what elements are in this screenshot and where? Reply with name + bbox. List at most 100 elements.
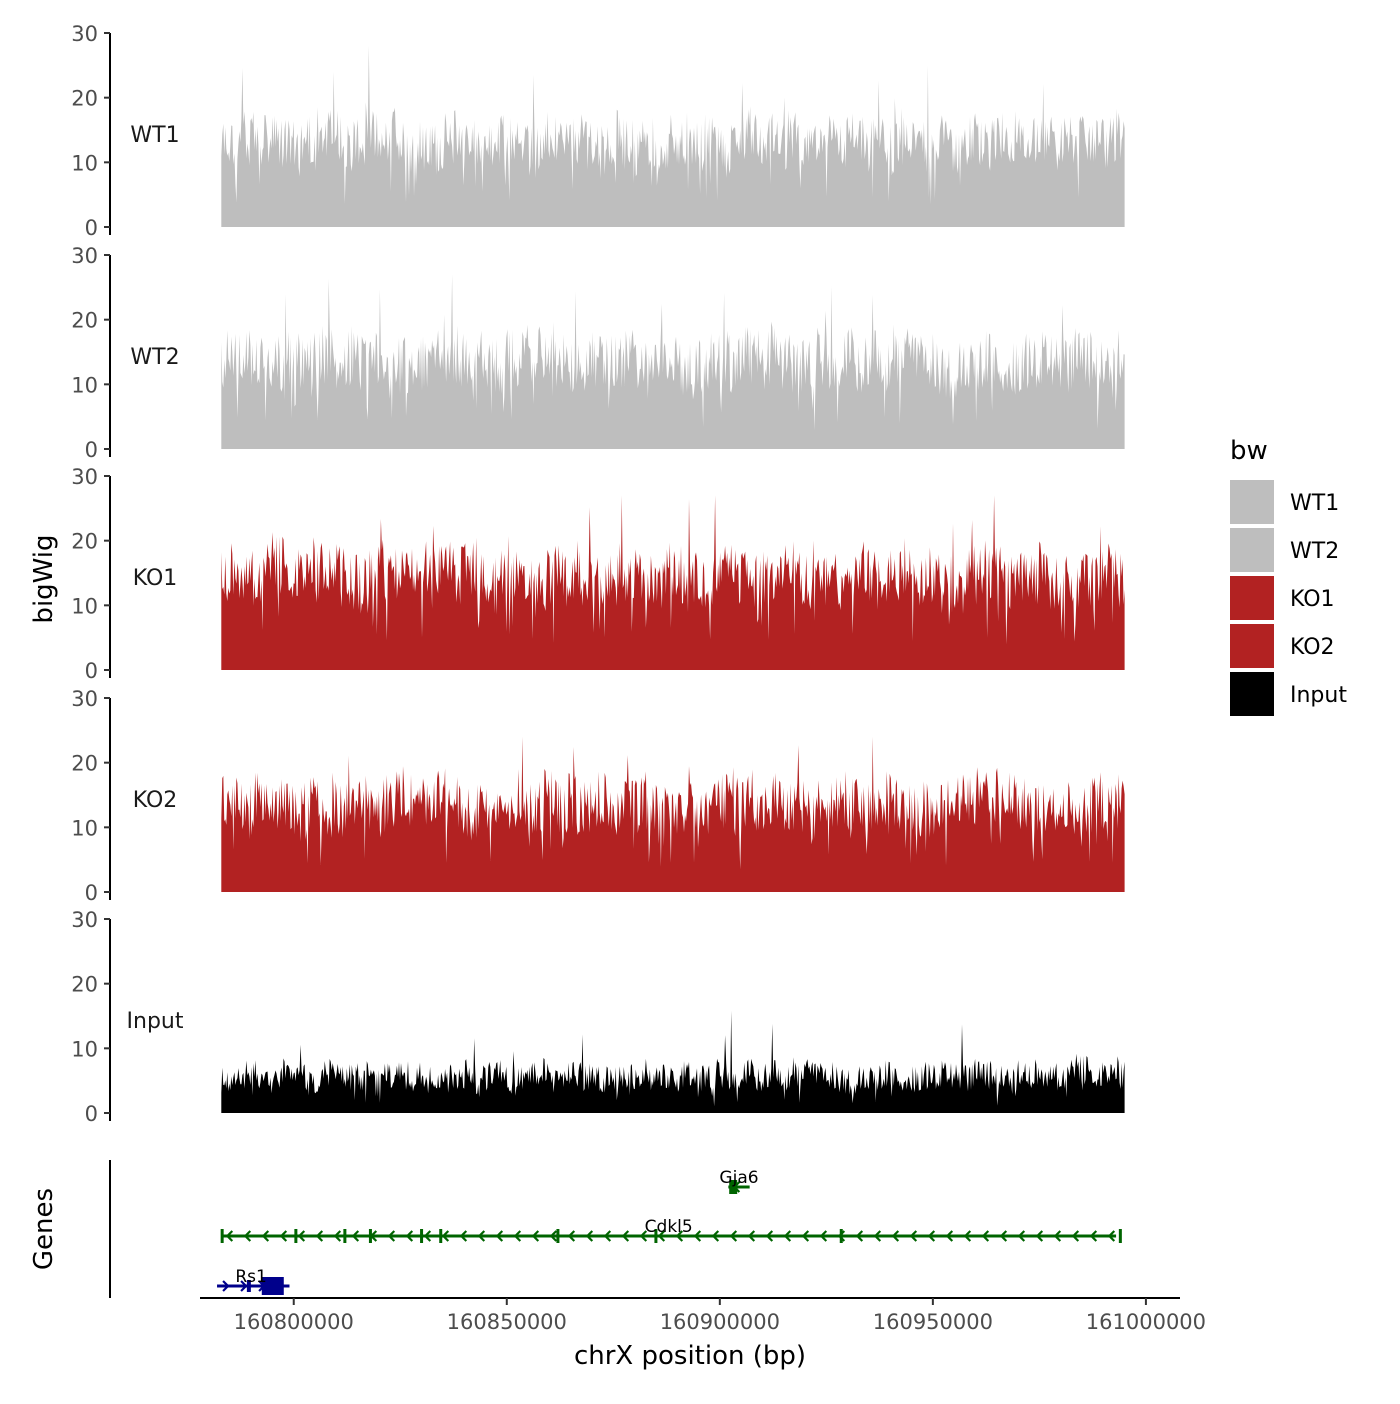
gene-gja6: Gja6 xyxy=(719,1168,759,1194)
legend: bw WT1 WT2 KO1 KO2 Input xyxy=(1230,436,1347,716)
strand-arrow xyxy=(981,1230,990,1242)
strand-arrow xyxy=(783,1230,792,1242)
strand-arrow xyxy=(513,1230,522,1242)
x-tick-label: 160900000 xyxy=(660,1310,780,1334)
strand-arrow xyxy=(567,1230,576,1242)
strand-arrow xyxy=(711,1230,720,1242)
strand-arrow xyxy=(261,1230,270,1242)
genes-axis-title: Genes xyxy=(29,1188,59,1270)
strand-arrow xyxy=(333,1230,342,1242)
y-tick-label: 0 xyxy=(85,216,98,240)
strand-arrow xyxy=(279,1230,288,1242)
exon xyxy=(729,1180,738,1194)
strand-arrow xyxy=(405,1230,414,1242)
y-tick-label: 10 xyxy=(71,151,98,175)
strand-arrow xyxy=(315,1230,324,1242)
y-tick-label: 20 xyxy=(71,87,98,111)
strand-arrow xyxy=(1107,1230,1116,1242)
legend-label-ko2: KO2 xyxy=(1290,635,1335,660)
track-panel-input: 0 10 20 30 Input xyxy=(71,908,1125,1126)
exon xyxy=(439,1229,443,1243)
track-label-ko2: KO2 xyxy=(133,788,178,813)
strand-arrow xyxy=(222,1280,230,1292)
strand-arrow xyxy=(1089,1230,1098,1242)
track-label-wt1: WT1 xyxy=(130,123,179,148)
legend-key-input xyxy=(1230,672,1274,716)
strand-arrow xyxy=(729,1230,738,1242)
strand-arrow xyxy=(765,1230,774,1242)
y-tick-label: 30 xyxy=(71,687,98,711)
x-axis: 160800000 160850000 160900000 160950000 1610… xyxy=(200,1297,1206,1334)
y-tick-label: 20 xyxy=(71,752,98,776)
legend-label-ko1: KO1 xyxy=(1290,587,1335,612)
y-axis-title: bigWig xyxy=(29,534,59,623)
strand-arrow xyxy=(657,1230,666,1242)
gene-label-gja6: Gja6 xyxy=(719,1168,758,1188)
y-tick-label: 0 xyxy=(85,881,98,905)
coverage-area-ko2 xyxy=(221,736,1125,892)
legend-key-ko2 xyxy=(1230,624,1274,668)
exon xyxy=(839,1229,843,1243)
strand-arrow xyxy=(693,1230,702,1242)
legend-label-wt2: WT2 xyxy=(1290,539,1339,564)
legend-title: bw xyxy=(1230,436,1268,466)
y-tick-label: 20 xyxy=(71,309,98,333)
y-tick-label: 30 xyxy=(71,244,98,268)
gene-label-rs1: Rs1 xyxy=(235,1267,267,1287)
strand-arrow xyxy=(855,1230,864,1242)
x-tick-label: 160800000 xyxy=(234,1310,354,1334)
strand-arrow xyxy=(891,1230,900,1242)
strand-arrow xyxy=(531,1230,540,1242)
legend-label-input: Input xyxy=(1290,683,1347,708)
strand-arrow xyxy=(225,1230,234,1242)
y-tick-label: 0 xyxy=(85,1102,98,1126)
track-label-ko1: KO1 xyxy=(133,566,178,591)
track-panels: 0 10 20 30 WT1 0 10 20 30 WT2 0 10 20 30 KO1 0 10 20 30 KO2… xyxy=(71,22,1125,1126)
y-tick-label: 10 xyxy=(71,1037,98,1061)
y-tick-label: 30 xyxy=(71,465,98,489)
strand-arrow xyxy=(945,1230,954,1242)
legend-key-wt1 xyxy=(1230,480,1274,524)
strand-arrow xyxy=(387,1230,396,1242)
gene-label-cdkl5: Cdkl5 xyxy=(645,1217,693,1237)
x-tick-label: 160850000 xyxy=(447,1310,567,1334)
strand-arrow xyxy=(351,1230,360,1242)
coverage-area-ko1 xyxy=(221,495,1125,670)
strand-arrow xyxy=(1053,1230,1062,1242)
strand-arrow xyxy=(459,1230,468,1242)
strand-arrow xyxy=(1071,1230,1080,1242)
legend-key-ko1 xyxy=(1230,576,1274,620)
exon xyxy=(1118,1229,1122,1243)
x-axis-title: chrX position (bp) xyxy=(574,1341,806,1371)
y-tick-label: 10 xyxy=(71,594,98,618)
strand-arrow xyxy=(747,1230,756,1242)
strand-arrow xyxy=(423,1230,432,1242)
y-tick-label: 0 xyxy=(85,659,98,683)
track-panel-ko2: 0 10 20 30 KO2 xyxy=(71,687,1125,905)
track-panel-wt2: 0 10 20 30 WT2 xyxy=(71,244,1125,462)
exon xyxy=(556,1229,560,1243)
strand-arrow xyxy=(585,1230,594,1242)
strand-arrow xyxy=(801,1230,810,1242)
strand-arrow xyxy=(819,1230,828,1242)
gene-track: Gja6 Cdkl5 Rs1 xyxy=(109,1160,1122,1298)
gene-rs1: Rs1 xyxy=(217,1267,290,1295)
strand-arrow xyxy=(999,1230,1008,1242)
y-tick-label: 30 xyxy=(71,22,98,46)
strand-arrow xyxy=(240,1280,248,1292)
coverage-area-input xyxy=(221,1010,1125,1113)
strand-arrow xyxy=(297,1230,306,1242)
strand-arrow xyxy=(675,1230,684,1242)
strand-arrow xyxy=(909,1230,918,1242)
strand-arrow xyxy=(243,1230,252,1242)
strand-arrow xyxy=(441,1230,450,1242)
strand-arrow xyxy=(639,1230,648,1242)
y-tick-label: 30 xyxy=(71,908,98,932)
y-tick-label: 20 xyxy=(71,530,98,554)
track-label-input: Input xyxy=(127,1009,184,1034)
y-tick-label: 0 xyxy=(85,438,98,462)
track-panel-ko1: 0 10 20 30 KO1 xyxy=(71,465,1125,683)
strand-arrow xyxy=(927,1230,936,1242)
